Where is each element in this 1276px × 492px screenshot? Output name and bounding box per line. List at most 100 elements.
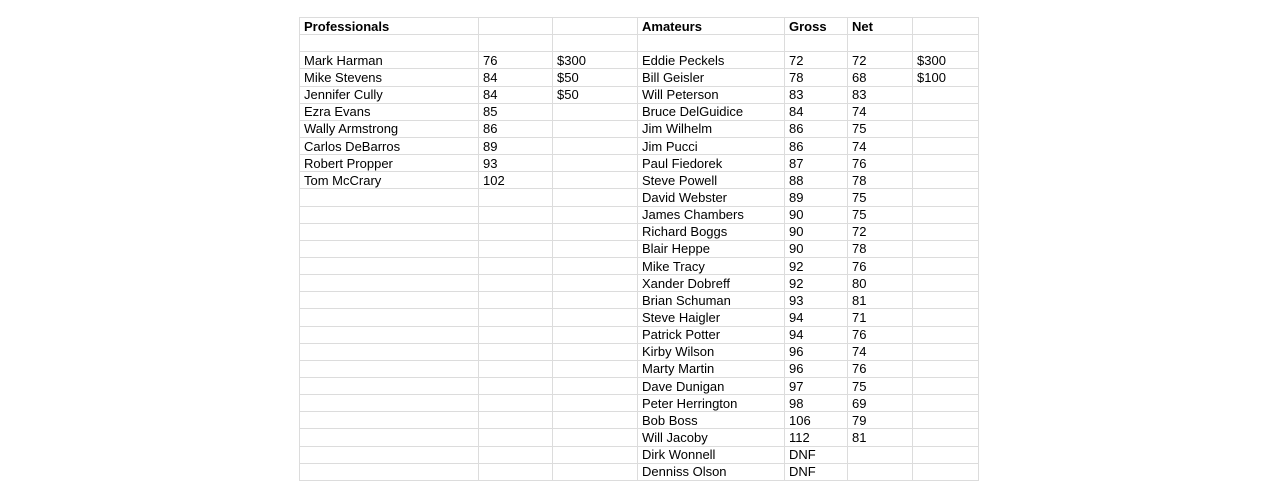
pro-prize-cell[interactable]: [552, 411, 638, 430]
am-gross-cell[interactable]: 97: [784, 376, 848, 396]
am-prize-cell[interactable]: [912, 445, 979, 464]
am-net-cell[interactable]: 74: [847, 102, 913, 121]
am-net-cell[interactable]: 79: [847, 411, 913, 430]
pro-name-cell[interactable]: [299, 376, 479, 396]
am-gross-cell[interactable]: 106: [784, 411, 848, 430]
am-name-cell[interactable]: Bob Boss: [637, 411, 785, 430]
pro-name-cell[interactable]: [299, 188, 479, 207]
am-prize-cell[interactable]: [912, 222, 979, 241]
pro-name-cell[interactable]: [299, 205, 479, 224]
am-prize-cell[interactable]: [912, 119, 979, 138]
am-gross-cell[interactable]: 72: [784, 51, 848, 70]
am-net-cell[interactable]: [847, 462, 913, 481]
am-net-cell[interactable]: 76: [847, 154, 913, 173]
am-prize-cell[interactable]: [912, 462, 979, 481]
pro-prize-cell[interactable]: [552, 274, 638, 293]
am-net-cell[interactable]: 76: [847, 256, 913, 276]
pro-name-cell[interactable]: Carlos DeBarros: [299, 136, 479, 156]
pro-name-cell[interactable]: Wally Armstrong: [299, 119, 479, 138]
pro-name-cell[interactable]: Robert Propper: [299, 154, 479, 173]
am-gross-cell[interactable]: DNF: [784, 445, 848, 464]
pro-score-cell[interactable]: [478, 411, 553, 430]
am-net-cell[interactable]: 76: [847, 359, 913, 378]
am-name-cell[interactable]: Bill Geisler: [637, 68, 785, 87]
am-prize-cell[interactable]: [912, 291, 979, 310]
am-name-cell[interactable]: Peter Herrington: [637, 394, 785, 413]
pro-score-cell[interactable]: 102: [478, 171, 553, 190]
am-gross-cell[interactable]: 90: [784, 205, 848, 224]
pro-prize-cell[interactable]: [552, 462, 638, 481]
am-gross-cell[interactable]: DNF: [784, 462, 848, 481]
pro-name-cell[interactable]: Mark Harman: [299, 51, 479, 70]
am-prize-cell[interactable]: [912, 34, 979, 53]
am-net-cell[interactable]: 71: [847, 308, 913, 327]
am-name-cell[interactable]: Kirby Wilson: [637, 342, 785, 361]
pro-score-cell[interactable]: [478, 376, 553, 396]
header-gross[interactable]: Gross: [784, 16, 848, 36]
pro-prize-cell[interactable]: $50: [552, 68, 638, 87]
am-name-cell[interactable]: Brian Schuman: [637, 291, 785, 310]
am-prize-cell[interactable]: [912, 154, 979, 173]
header-pro-prize-empty[interactable]: [552, 16, 638, 36]
header-net[interactable]: Net: [847, 16, 913, 36]
am-prize-cell[interactable]: [912, 239, 979, 258]
am-prize-cell[interactable]: [912, 274, 979, 293]
pro-prize-cell[interactable]: [552, 428, 638, 447]
am-net-cell[interactable]: 74: [847, 136, 913, 156]
pro-score-cell[interactable]: [478, 239, 553, 258]
am-net-cell[interactable]: [847, 445, 913, 464]
am-net-cell[interactable]: 78: [847, 171, 913, 190]
am-gross-cell[interactable]: 94: [784, 325, 848, 344]
am-name-cell[interactable]: Jim Wilhelm: [637, 119, 785, 138]
pro-prize-cell[interactable]: $50: [552, 85, 638, 104]
am-name-cell[interactable]: Patrick Potter: [637, 325, 785, 344]
am-gross-cell[interactable]: 78: [784, 68, 848, 87]
am-net-cell[interactable]: 83: [847, 85, 913, 104]
pro-score-cell[interactable]: [478, 342, 553, 361]
header-professionals[interactable]: Professionals: [299, 16, 479, 36]
header-amateurs[interactable]: Amateurs: [637, 16, 785, 36]
am-prize-cell[interactable]: [912, 376, 979, 396]
pro-name-cell[interactable]: [299, 34, 479, 53]
am-prize-cell[interactable]: [912, 102, 979, 121]
am-prize-cell[interactable]: [912, 85, 979, 104]
am-name-cell[interactable]: [637, 34, 785, 53]
pro-prize-cell[interactable]: [552, 256, 638, 276]
pro-name-cell[interactable]: [299, 222, 479, 241]
pro-prize-cell[interactable]: [552, 342, 638, 361]
am-name-cell[interactable]: Mike Tracy: [637, 256, 785, 276]
pro-name-cell[interactable]: [299, 274, 479, 293]
pro-name-cell[interactable]: [299, 325, 479, 344]
am-prize-cell[interactable]: [912, 411, 979, 430]
am-name-cell[interactable]: Dave Dunigan: [637, 376, 785, 396]
am-gross-cell[interactable]: 90: [784, 222, 848, 241]
pro-score-cell[interactable]: 76: [478, 51, 553, 70]
am-net-cell[interactable]: 75: [847, 205, 913, 224]
pro-name-cell[interactable]: [299, 239, 479, 258]
am-net-cell[interactable]: 80: [847, 274, 913, 293]
pro-name-cell[interactable]: Mike Stevens: [299, 68, 479, 87]
pro-score-cell[interactable]: [478, 205, 553, 224]
am-net-cell[interactable]: 76: [847, 325, 913, 344]
pro-score-cell[interactable]: 86: [478, 119, 553, 138]
am-prize-cell[interactable]: [912, 256, 979, 276]
am-gross-cell[interactable]: 83: [784, 85, 848, 104]
pro-score-cell[interactable]: [478, 462, 553, 481]
am-gross-cell[interactable]: 96: [784, 359, 848, 378]
am-gross-cell[interactable]: 86: [784, 119, 848, 138]
am-name-cell[interactable]: Blair Heppe: [637, 239, 785, 258]
pro-score-cell[interactable]: [478, 445, 553, 464]
pro-prize-cell[interactable]: [552, 34, 638, 53]
pro-prize-cell[interactable]: [552, 188, 638, 207]
am-net-cell[interactable]: 72: [847, 51, 913, 70]
am-gross-cell[interactable]: 90: [784, 239, 848, 258]
am-name-cell[interactable]: James Chambers: [637, 205, 785, 224]
pro-prize-cell[interactable]: [552, 119, 638, 138]
pro-score-cell[interactable]: 85: [478, 102, 553, 121]
am-gross-cell[interactable]: 87: [784, 154, 848, 173]
am-gross-cell[interactable]: 96: [784, 342, 848, 361]
header-am-prize-empty[interactable]: [912, 16, 979, 36]
pro-name-cell[interactable]: Tom McCrary: [299, 171, 479, 190]
pro-prize-cell[interactable]: [552, 239, 638, 258]
am-name-cell[interactable]: Steve Powell: [637, 171, 785, 190]
